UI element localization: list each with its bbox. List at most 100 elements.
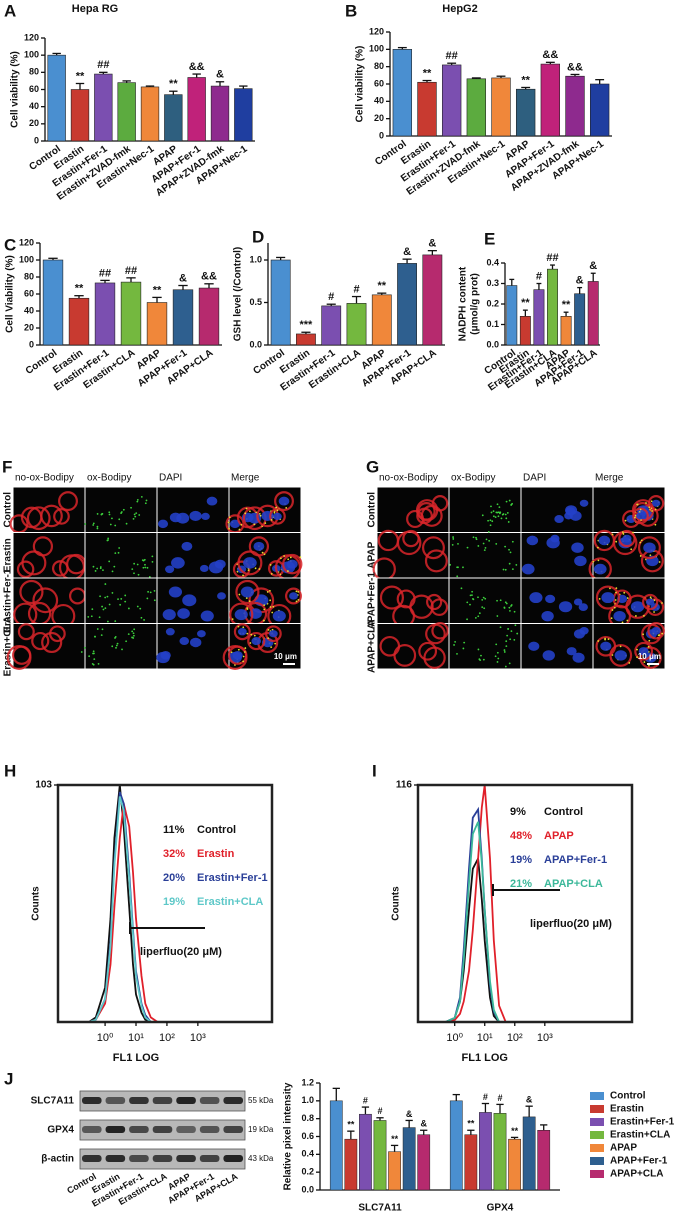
bar [146, 302, 168, 346]
lipid-dot [503, 649, 506, 651]
cell-membrane [269, 508, 286, 525]
bar [464, 1134, 478, 1191]
lipid-dot [508, 606, 511, 609]
significance: # [536, 270, 542, 282]
lipid-dot [106, 595, 109, 598]
legend-percent: 11% [163, 824, 185, 836]
legend-swatch [590, 1092, 604, 1100]
nucleus [206, 496, 218, 506]
lipid-dot [249, 642, 252, 644]
lipid-dot [144, 566, 147, 569]
histogram-curve [88, 796, 167, 1023]
lipid-dot [270, 646, 273, 648]
lipid-dot [597, 559, 600, 562]
x-tick-label: 10¹ [477, 1032, 493, 1044]
lipid-dot [96, 628, 99, 630]
legend-label: Control [610, 1091, 646, 1102]
lipid-dot [611, 609, 614, 611]
blot-band [199, 1155, 220, 1162]
cell-membrane [415, 499, 439, 522]
lipid-dot [514, 624, 517, 627]
lipid-dot [134, 515, 137, 518]
lipid-dot [614, 599, 617, 601]
significance: ** [391, 1134, 399, 1144]
cell-membrane [409, 594, 434, 619]
y-tick-label: 80 [24, 271, 34, 281]
nucleus [157, 519, 169, 529]
lipid-dot [131, 630, 134, 633]
lipid-dot [499, 626, 502, 629]
lipid-dot [643, 614, 645, 617]
lipid-dot [113, 565, 116, 568]
lipid-dot [592, 560, 595, 563]
y-axis-label: Counts [31, 886, 42, 921]
lipid-dot [497, 515, 500, 518]
scale-bar-label: 10 μm [638, 652, 661, 661]
y-tick-label: 60 [374, 78, 384, 88]
lipid-dot [153, 589, 156, 592]
lipid-dot [504, 601, 507, 604]
lipid-dot [118, 547, 121, 549]
y-axis-label: Cell viability (%) [355, 46, 366, 123]
lipid-dot [650, 500, 653, 503]
lipid-dot [453, 644, 455, 646]
lipid-dot [104, 607, 107, 610]
nucleus [171, 557, 185, 569]
size-label: 43 kDa [248, 1154, 274, 1163]
cell-membrane [233, 623, 251, 641]
lipid-dot [92, 650, 95, 653]
nucleus [521, 563, 535, 575]
y-tick-label: 0.1 [486, 319, 499, 329]
gate-label: liperfluo(20 μM) [140, 946, 222, 958]
lipid-dot [132, 637, 135, 639]
y-tick-label: 0.0 [486, 339, 499, 349]
lipid-dot [237, 648, 240, 651]
lipid-dot [636, 656, 638, 659]
y-axis-label: NADPH content [458, 266, 469, 341]
lipid-dot [597, 640, 600, 642]
significance: # [497, 1093, 502, 1103]
lipid-dot [127, 607, 130, 610]
micrograph [448, 623, 522, 670]
lipid-dot [648, 639, 651, 642]
bar [466, 78, 487, 137]
lipid-dot [96, 567, 99, 570]
blot-band [176, 1097, 196, 1104]
cell-membrane [32, 587, 59, 614]
lipid-dot [503, 606, 506, 609]
histogram-curve [439, 784, 515, 1023]
lipid-dot [500, 517, 503, 520]
lipid-dot [143, 558, 146, 561]
legend-label: Erastin+Fer-1 [610, 1117, 675, 1128]
bar [506, 285, 518, 346]
lipid-dot [661, 632, 664, 635]
significance: ** [169, 78, 178, 90]
lipid-dot [124, 600, 127, 603]
nucleus [199, 564, 209, 573]
significance: # [353, 283, 359, 295]
lipid-dot [506, 634, 509, 637]
lipid-dot [153, 599, 156, 602]
lipid-dot [238, 528, 241, 531]
bar [70, 89, 90, 142]
bar [42, 259, 64, 346]
bar [321, 305, 342, 346]
y-tick-label: 0 [34, 135, 39, 145]
nucleus [190, 637, 202, 648]
lipid-dot [114, 637, 116, 639]
y-tick-label: 116 [396, 780, 413, 791]
lipid-dot [247, 569, 250, 572]
lipid-dot [469, 594, 472, 597]
bar [493, 1113, 507, 1191]
nucleus [165, 628, 175, 636]
lipid-dot [636, 648, 638, 651]
lipid-dot [483, 549, 486, 552]
lipid-dot [151, 555, 154, 558]
lipid-dot [136, 498, 139, 501]
lipid-dot [140, 495, 143, 498]
nucleus [545, 594, 556, 604]
lipid-dot [507, 627, 510, 630]
nucleus [630, 601, 645, 613]
lipid-dot [242, 660, 245, 663]
lipid-dot [270, 573, 273, 575]
